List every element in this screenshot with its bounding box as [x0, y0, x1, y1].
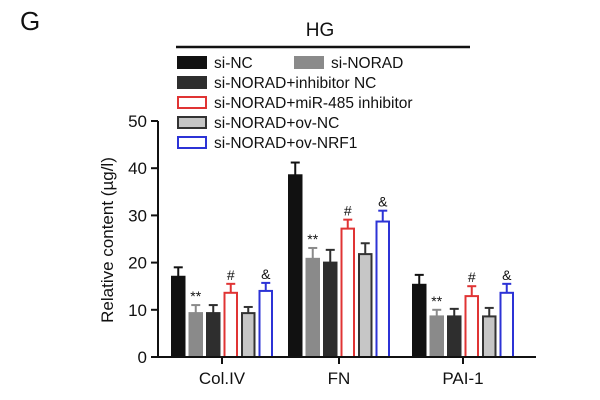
y-axis: 0 10 20 30 40 50 [128, 112, 159, 367]
significance-mark: # [227, 267, 235, 283]
y-tick-label: 10 [128, 301, 147, 320]
panel-letter: G [20, 6, 40, 36]
bar [375, 220, 390, 358]
significance-mark: & [261, 266, 271, 282]
legend-swatch [177, 96, 207, 109]
bar [358, 253, 373, 359]
legend-label: si-NC [214, 55, 253, 72]
legend-swatch [294, 56, 324, 69]
legend-item: si-NORAD+ov-NRF1 [177, 135, 357, 152]
significance-mark: & [502, 267, 512, 283]
bar [171, 275, 186, 359]
legend-swatch [177, 76, 207, 89]
significance-mark: # [344, 203, 352, 219]
significance-mark: ** [307, 231, 318, 247]
y-tick-label: 40 [128, 159, 147, 178]
y-tick-label: 30 [128, 206, 147, 225]
legend-label: si-NORAD+ov-NC [214, 115, 339, 132]
x-axis: Col.IV FN PAI-1 [158, 356, 536, 388]
bar [223, 291, 238, 359]
y-tick-label: 20 [128, 254, 147, 273]
legend-swatch [177, 116, 207, 129]
bar-group: ** # & [288, 161, 390, 359]
significance-mark: ** [190, 288, 201, 304]
legend-item: si-NORAD+inhibitor NC [177, 75, 376, 92]
y-tick-label: 0 [138, 348, 147, 367]
x-tick-label: PAI-1 [442, 369, 483, 388]
bar [412, 283, 427, 358]
bar [323, 261, 338, 359]
bar [206, 312, 221, 359]
bar [499, 291, 514, 359]
legend-swatch [177, 56, 207, 69]
bar [340, 227, 355, 358]
bar [288, 174, 303, 358]
y-tick-label: 50 [128, 112, 147, 131]
legend-label: si-NORAD [331, 55, 403, 72]
bar-group: ** # & [412, 267, 514, 359]
legend-label: si-NORAD+inhibitor NC [214, 75, 376, 92]
bar [188, 312, 203, 359]
bar [464, 295, 479, 358]
legend-item: si-NC [177, 55, 253, 72]
legend-item: si-NORAD [294, 55, 403, 72]
legend-swatch [177, 136, 207, 149]
significance-mark: ** [431, 293, 442, 309]
significance-mark: # [468, 269, 476, 285]
bar [241, 312, 256, 359]
bar [258, 289, 273, 359]
bar [482, 315, 497, 358]
y-axis-title: Relative content (µg/l) [98, 157, 117, 323]
legend: si-NC si-NORAD si-NORAD+inhibitor NC si-NOR… [177, 55, 413, 152]
legend-label: si-NORAD+ov-NRF1 [214, 135, 357, 152]
legend-item: si-NORAD+miR-485 inhibitor [177, 95, 413, 112]
x-tick-label: FN [328, 369, 351, 388]
legend-label: si-NORAD+miR-485 inhibitor [214, 95, 413, 112]
bar-group: ** # & [171, 266, 273, 359]
x-tick-label: Col.IV [199, 369, 246, 388]
legend-item: si-NORAD+ov-NC [177, 115, 339, 132]
bar [305, 257, 320, 359]
bar [429, 315, 444, 358]
significance-mark: & [378, 194, 388, 210]
bar [447, 315, 462, 358]
bars: ** # & ** # & ** # & [171, 161, 514, 359]
group-label: HG [306, 20, 335, 41]
